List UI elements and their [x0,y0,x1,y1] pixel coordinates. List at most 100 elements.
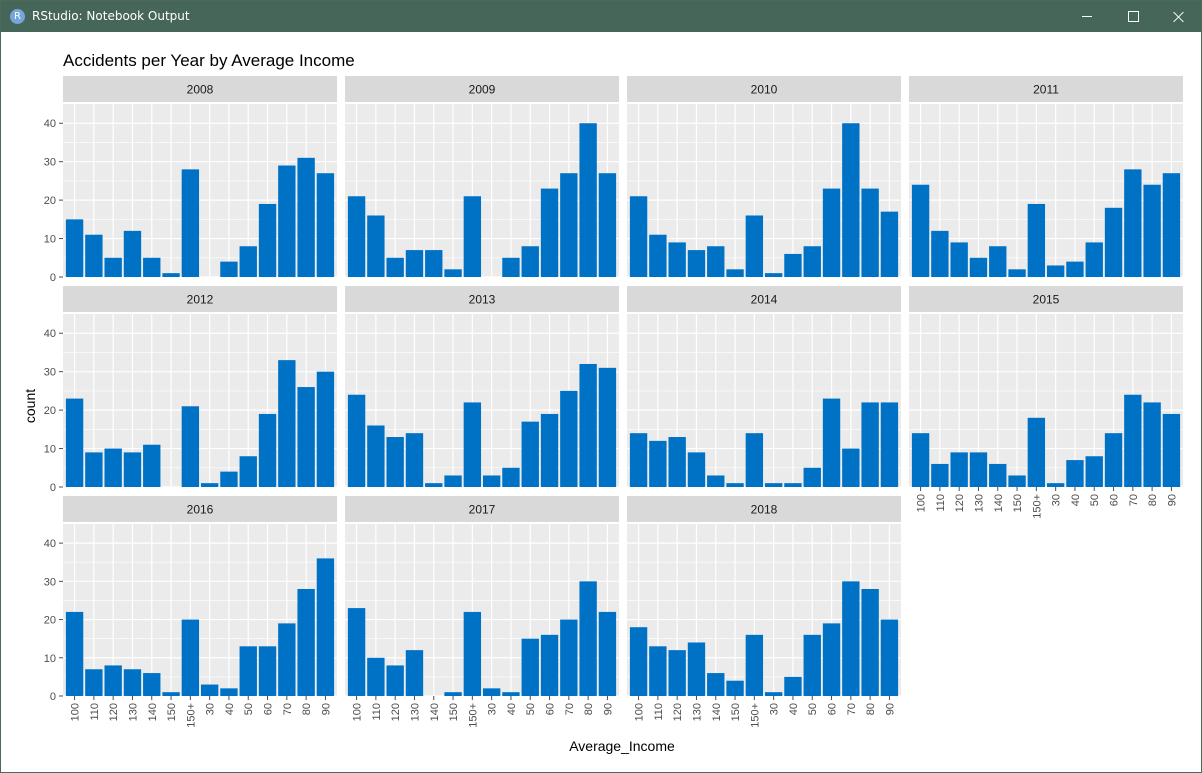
bar-2011-150+ [1027,203,1046,277]
facet-label-2012: 2012 [187,293,214,307]
y-tick-label: 30 [44,157,56,169]
bar-2014-100 [629,433,648,487]
bar-2014-80 [861,402,879,487]
bar-2014-50 [803,467,821,487]
bar-2013-150 [444,475,462,487]
bar-2009-100 [347,196,366,277]
bar-2011-50 [1085,242,1103,277]
bar-2012-90 [316,371,335,487]
bar-2013-150+ [463,402,482,487]
bar-2010-150+ [745,215,764,277]
x-tick-label: 40 [506,703,518,715]
x-tick-label: 110 [653,703,665,721]
bar-2011-80 [1143,184,1161,277]
facet-panel-2012 [63,314,337,487]
bar-2011-40 [1066,261,1084,277]
bar-2014-150 [726,483,744,487]
facet-panel-2013 [345,314,619,487]
facet-label-2018: 2018 [751,503,778,517]
bar-2016-30 [200,684,219,696]
facet-panel-2015 [909,314,1183,487]
bar-2008-40 [220,261,238,277]
y-tick-label: 10 [44,444,56,456]
x-tick-label: 70 [564,703,576,715]
bar-2018-140 [707,673,725,696]
x-tick-label: 30 [1051,494,1063,506]
bar-2013-40 [502,467,520,487]
bar-2016-90 [316,558,335,696]
x-tick-label: 140 [711,703,723,721]
bar-2009-150 [444,269,462,277]
x-tick-label: 120 [108,703,120,721]
x-tick-label: 80 [301,703,313,715]
bar-2012-150+ [181,406,200,487]
bar-2017-30 [482,688,501,696]
bar-2008-140 [143,257,161,277]
window-title: RStudio: Notebook Output [32,9,190,23]
bar-2012-30 [200,483,219,487]
x-tick-label: 150 [730,703,742,721]
bar-2018-100 [629,627,648,696]
bar-2015-120 [950,452,968,487]
facet-label-2009: 2009 [469,83,496,97]
y-tick-label: 40 [44,328,56,340]
x-tick-label: 50 [243,703,255,715]
bar-2008-90 [316,173,335,277]
bar-2008-150+ [181,169,200,277]
bar-2017-50 [521,638,539,696]
maximize-button[interactable] [1110,1,1156,32]
bar-2015-40 [1066,460,1084,487]
bar-2014-130 [687,452,706,487]
bar-2013-130 [405,433,424,487]
bar-2014-90 [880,402,899,487]
facet-label-2008: 2008 [187,83,214,97]
facet-panel-2008 [63,104,337,277]
y-tick-label: 40 [44,538,56,550]
bar-2008-150 [162,273,180,277]
facet-panel-2016 [63,524,337,696]
title-bar[interactable]: R RStudio: Notebook Output [1,1,1201,32]
bar-2010-50 [803,246,821,277]
facet-panel-2014 [627,314,901,487]
bar-2011-140 [989,246,1007,277]
y-tick-label: 0 [50,272,56,284]
bar-2015-90 [1162,413,1181,487]
minimize-button[interactable] [1064,1,1110,32]
bar-2010-150 [726,269,744,277]
x-tick-label: 40 [1070,494,1082,506]
bar-2008-120 [104,257,122,277]
bar-2015-60 [1104,433,1123,487]
bar-2017-100 [347,608,366,696]
bar-2014-140 [707,475,725,487]
bar-2018-30 [764,692,783,696]
bar-2014-110 [649,440,667,487]
bar-2009-150+ [463,196,482,277]
bar-2015-110 [931,463,949,487]
y-tick-label: 0 [50,691,56,703]
bar-2014-70 [842,448,860,487]
bar-2011-70 [1124,169,1142,277]
bar-2016-130 [123,669,142,696]
bar-2010-110 [649,234,667,277]
bar-2014-30 [764,483,783,487]
close-button[interactable] [1156,1,1202,32]
bar-2014-60 [822,398,841,487]
x-tick-label: 80 [865,703,877,715]
bar-2015-30 [1046,483,1065,487]
facet-strip-2014 [627,286,901,312]
facet-strip-2012 [63,286,337,312]
bar-2018-80 [861,588,879,696]
x-tick-label: 30 [487,703,499,715]
x-tick-label: 80 [1147,494,1159,506]
x-tick-label: 110 [371,703,383,721]
bar-2008-60 [258,203,277,277]
x-tick-label: 150+ [1031,494,1043,519]
bar-2015-150 [1008,475,1026,487]
x-tick-label: 40 [788,703,800,715]
bar-2016-150 [162,692,180,696]
bar-2010-120 [668,242,686,277]
bar-2011-150 [1008,269,1026,277]
bar-2008-110 [85,234,103,277]
bar-2011-130 [969,257,988,277]
x-tick-label: 120 [954,494,966,512]
